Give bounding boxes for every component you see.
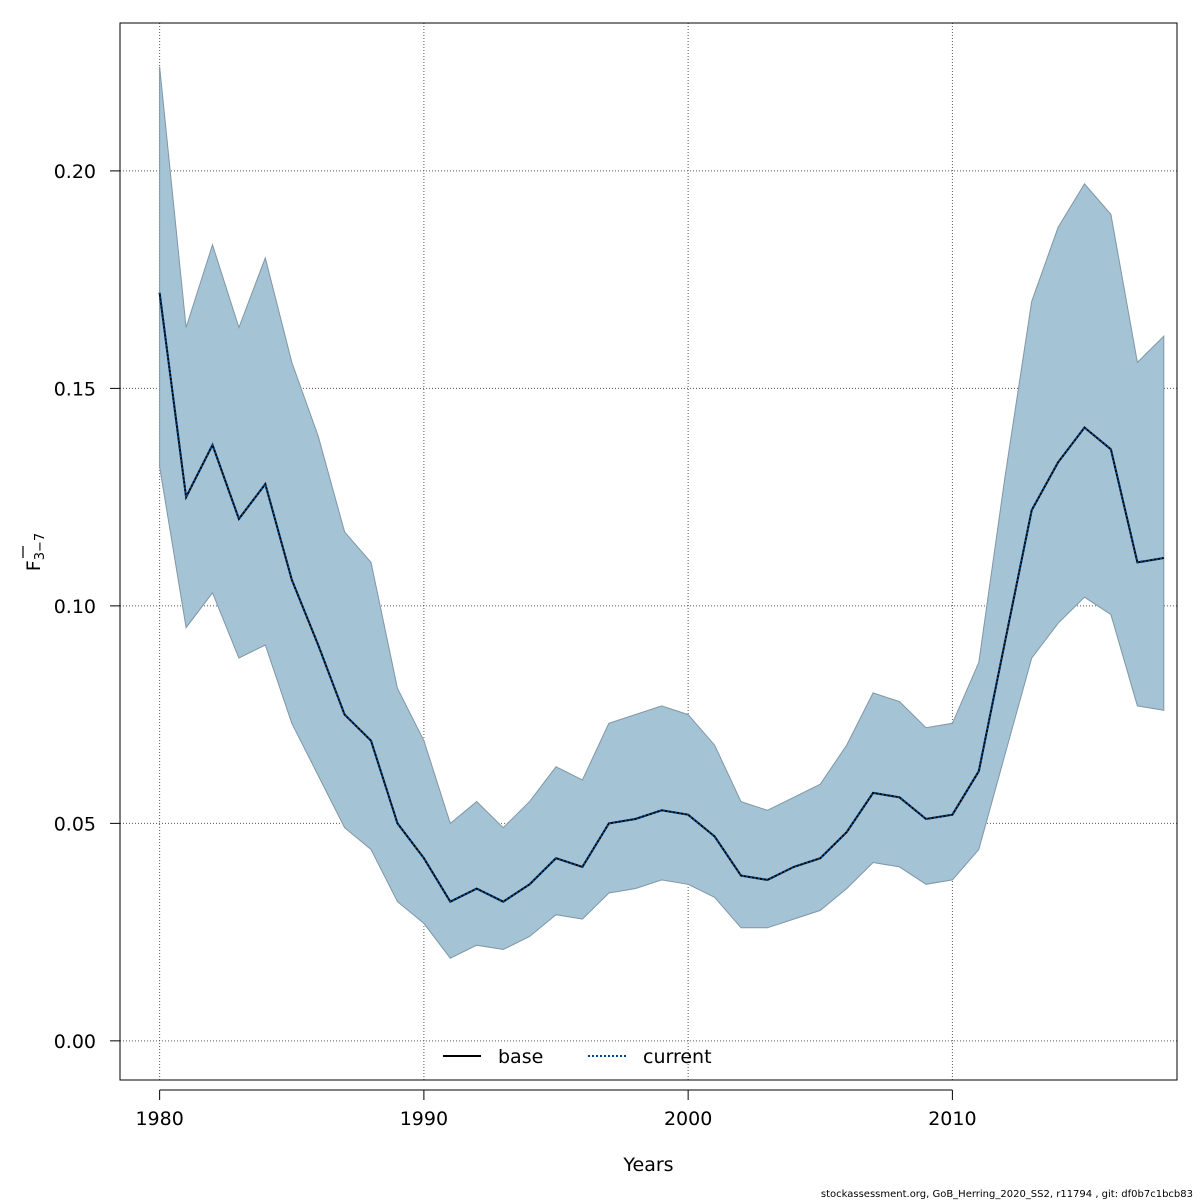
confidence-band	[159, 66, 1165, 959]
confidence-band-area	[159, 66, 1165, 959]
series-lines	[158, 292, 1164, 904]
x-tick-label-2010: 2010	[928, 1108, 976, 1130]
x-tick-label-2000: 2000	[664, 1108, 712, 1130]
y-axis-title-main: F	[23, 560, 45, 571]
svg-text:F3−7: F3−7	[23, 533, 48, 571]
y-tick-label-0.05: 0.05	[54, 813, 96, 835]
legend: base current	[443, 1046, 712, 1068]
footer-credit: stockassessment.org, GoB_Herring_2020_SS…	[821, 1189, 1193, 1200]
y-tick-label-0.00: 0.00	[54, 1031, 96, 1053]
y-tick-label-0.10: 0.10	[54, 596, 96, 618]
y-axis-title-sub: 3−7	[33, 533, 48, 560]
x-axis: 1980 1990 2000 2010	[135, 1089, 977, 1130]
x-tick-label-1990: 1990	[400, 1108, 448, 1130]
y-tick-label-0.20: 0.20	[54, 161, 96, 183]
y-axis: 0.00 0.05 0.10 0.15 0.20	[54, 161, 121, 1053]
x-axis-title: Years	[622, 1154, 673, 1176]
x-tick-label-1980: 1980	[135, 1108, 183, 1130]
legend-label-base: base	[498, 1046, 543, 1068]
y-axis-title: F3−7	[22, 533, 48, 571]
series-line-current	[158, 292, 1164, 904]
y-tick-label-0.15: 0.15	[54, 378, 96, 400]
legend-label-current: current	[643, 1046, 712, 1068]
